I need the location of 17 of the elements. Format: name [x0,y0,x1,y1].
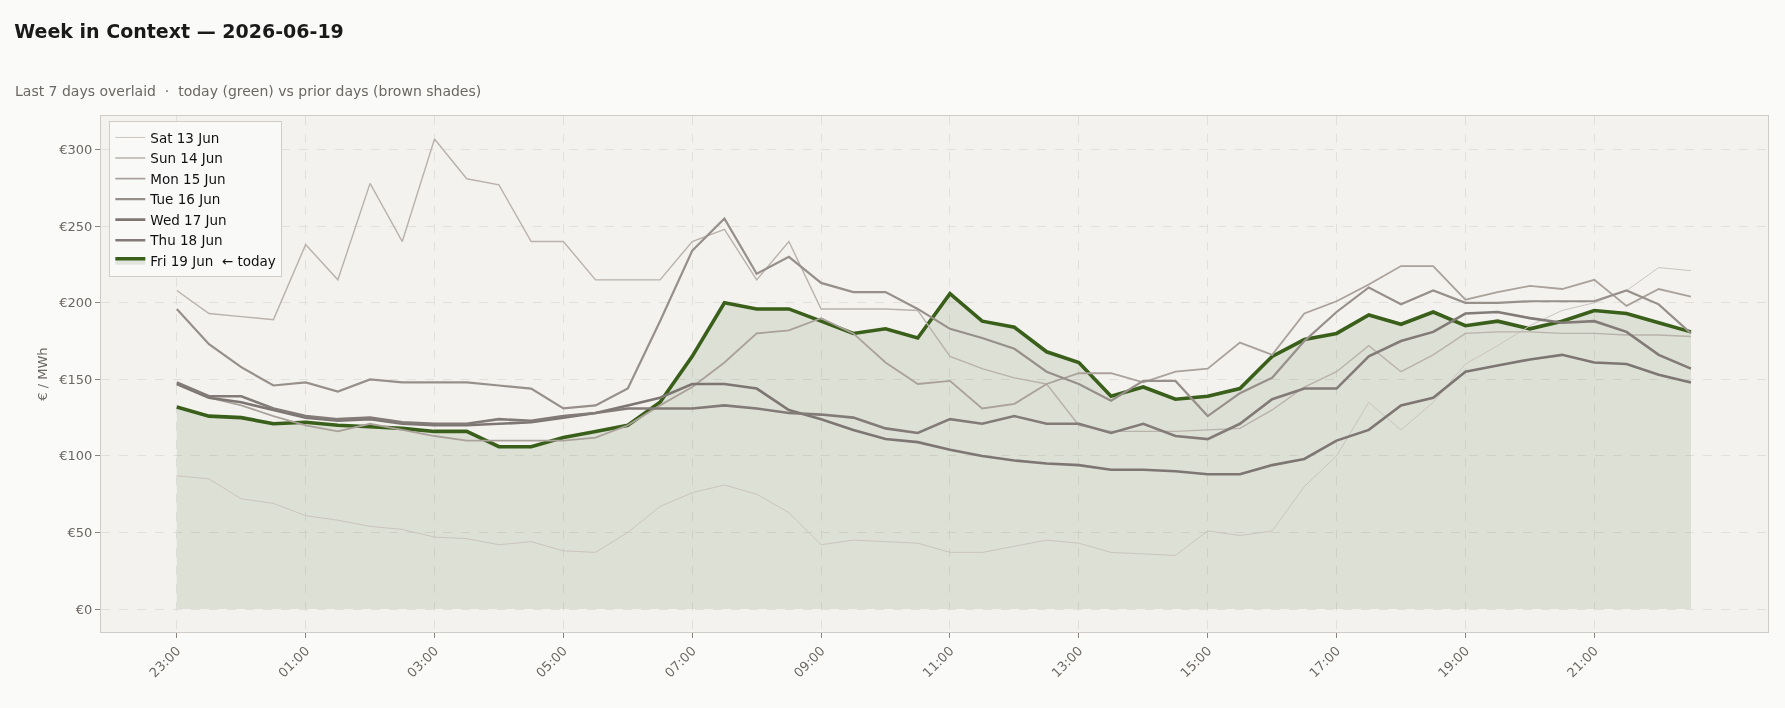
y-tick-label: €300 [59,142,93,158]
y-tick-label: €150 [59,371,93,387]
legend-label: Wed 17 Jun [150,211,227,228]
legend-label: Mon 15 Jun [150,170,226,187]
legend-label: Tue 16 Jun [149,191,221,208]
y-tick-label: €200 [59,295,93,311]
chart-subtitle: Last 7 days overlaid · today (green) vs prior days (brown shades) [15,83,482,99]
chart-title: Week in Context — 2026-06-19 [14,20,344,43]
legend-label: Fri 19 Jun ← today [150,253,276,269]
y-tick-label: €50 [67,525,93,541]
legend-label: Thu 18 Jun [149,232,223,249]
legend-label: Sun 14 Jun [150,150,223,167]
y-tick-label: €0 [75,601,93,617]
legend-label: Sat 13 Jun [150,129,220,146]
y-axis-title: € / MWh [35,347,51,401]
y-tick-label: €100 [59,448,93,464]
y-tick-label: €250 [59,218,93,234]
